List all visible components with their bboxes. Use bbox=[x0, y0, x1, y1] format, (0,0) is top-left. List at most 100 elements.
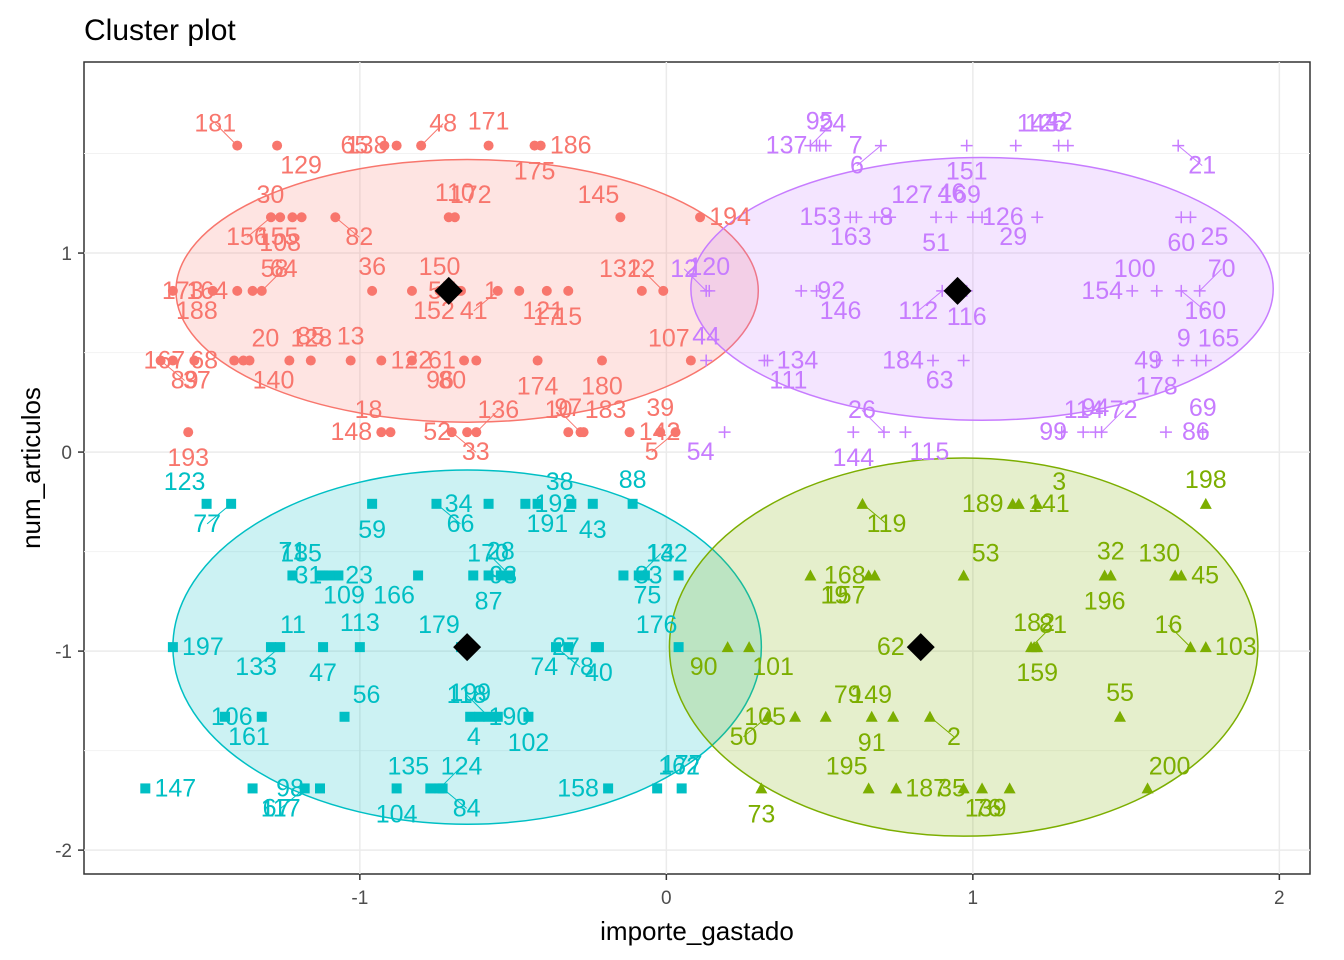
point-label: 116 bbox=[947, 303, 987, 331]
point-label: 35 bbox=[938, 774, 966, 802]
data-point bbox=[299, 783, 310, 794]
data-point bbox=[367, 285, 378, 296]
point-label: 12 bbox=[670, 255, 698, 283]
data-point bbox=[284, 355, 295, 366]
data-point bbox=[957, 354, 970, 367]
data-point bbox=[761, 710, 774, 722]
point-label: 38 bbox=[546, 468, 574, 496]
data-point bbox=[1193, 284, 1206, 297]
data-point bbox=[256, 711, 267, 722]
data-point bbox=[721, 641, 734, 653]
data-point bbox=[1175, 211, 1188, 224]
label-leader-line bbox=[1199, 268, 1223, 292]
point-label: 104 bbox=[376, 800, 418, 828]
data-point bbox=[624, 427, 635, 438]
point-label: 134 bbox=[777, 347, 819, 375]
data-point bbox=[140, 783, 151, 794]
point-label: 165 bbox=[1198, 325, 1240, 353]
point-label: 7 bbox=[849, 132, 863, 160]
data-point bbox=[376, 355, 387, 366]
point-label: 77 bbox=[193, 510, 221, 538]
point-label: 3 bbox=[1052, 468, 1066, 496]
data-point bbox=[416, 140, 427, 151]
data-point bbox=[1031, 497, 1044, 509]
data-point bbox=[425, 783, 436, 794]
data-point bbox=[296, 212, 307, 223]
label-leader-line bbox=[261, 268, 285, 292]
data-point bbox=[695, 212, 706, 223]
cluster-center-marker bbox=[453, 633, 482, 662]
point-label: 55 bbox=[1106, 679, 1134, 707]
point-label: 54 bbox=[687, 438, 715, 466]
point-label: 136 bbox=[477, 396, 519, 424]
point-label: 129 bbox=[280, 152, 322, 180]
point-label: 63 bbox=[926, 367, 954, 395]
point-label: 166 bbox=[373, 581, 415, 609]
data-point bbox=[930, 211, 943, 224]
point-label: 83 bbox=[635, 561, 663, 589]
label-leader-line bbox=[1180, 290, 1206, 312]
point-label: 195 bbox=[826, 752, 868, 780]
point-label: 125 bbox=[1025, 110, 1067, 138]
point-label: 155 bbox=[257, 223, 299, 251]
point-label: 148 bbox=[330, 418, 372, 446]
point-label: 16 bbox=[1155, 611, 1183, 639]
point-label: 56 bbox=[353, 681, 381, 709]
point-label: 18 bbox=[355, 396, 383, 424]
data-point bbox=[673, 642, 684, 653]
point-label: 183 bbox=[585, 396, 627, 424]
point-label: 119 bbox=[867, 510, 907, 538]
cluster-ellipse bbox=[690, 156, 1274, 421]
data-point bbox=[529, 140, 540, 151]
data-point bbox=[305, 355, 316, 366]
point-label: 93 bbox=[489, 561, 517, 589]
data-point bbox=[976, 782, 989, 794]
point-label: 164 bbox=[186, 277, 228, 305]
data-point bbox=[272, 140, 283, 151]
point-label: 120 bbox=[688, 253, 730, 281]
label-leader-line bbox=[475, 409, 499, 433]
data-point bbox=[966, 211, 979, 224]
data-point bbox=[247, 783, 258, 794]
point-label: 65 bbox=[340, 132, 368, 160]
point-label: 175 bbox=[514, 158, 556, 186]
cluster-ellipse bbox=[668, 457, 1259, 837]
data-point bbox=[287, 570, 298, 581]
point-label: 87 bbox=[475, 587, 503, 615]
data-point bbox=[578, 427, 589, 438]
point-label: 118 bbox=[447, 681, 487, 709]
data-point bbox=[810, 284, 823, 297]
point-label: 72 bbox=[1110, 396, 1138, 424]
point-label: 199 bbox=[449, 679, 491, 707]
point-label: 59 bbox=[358, 516, 386, 544]
point-label: 32 bbox=[1097, 537, 1125, 565]
label-leader-line bbox=[160, 360, 185, 381]
data-point bbox=[379, 140, 390, 151]
data-point bbox=[865, 710, 878, 722]
data-point bbox=[183, 427, 194, 438]
data-point bbox=[514, 285, 525, 296]
label-leader-line bbox=[856, 145, 882, 166]
point-label: 81 bbox=[1039, 611, 1067, 639]
data-point bbox=[431, 498, 442, 509]
point-label: 96 bbox=[426, 367, 454, 395]
data-point bbox=[244, 355, 255, 366]
point-label: 169 bbox=[939, 181, 981, 209]
point-label: 68 bbox=[190, 347, 218, 375]
y-axis-title: num_articulos bbox=[16, 387, 46, 549]
point-label: 15 bbox=[554, 303, 582, 331]
point-label: 52 bbox=[423, 418, 451, 446]
point-label: 107 bbox=[648, 325, 690, 353]
point-label: 163 bbox=[830, 223, 872, 251]
data-point bbox=[446, 427, 457, 438]
data-point bbox=[437, 783, 448, 794]
point-label: 49 bbox=[1134, 347, 1162, 375]
point-label: 39 bbox=[646, 394, 674, 422]
point-label: 186 bbox=[550, 132, 592, 160]
data-point bbox=[563, 427, 574, 438]
point-label: 167 bbox=[143, 347, 185, 375]
label-leader-line bbox=[640, 268, 664, 292]
point-label: 75 bbox=[634, 581, 662, 609]
point-label: 122 bbox=[390, 347, 432, 375]
x-tick-label: 2 bbox=[1274, 888, 1285, 909]
